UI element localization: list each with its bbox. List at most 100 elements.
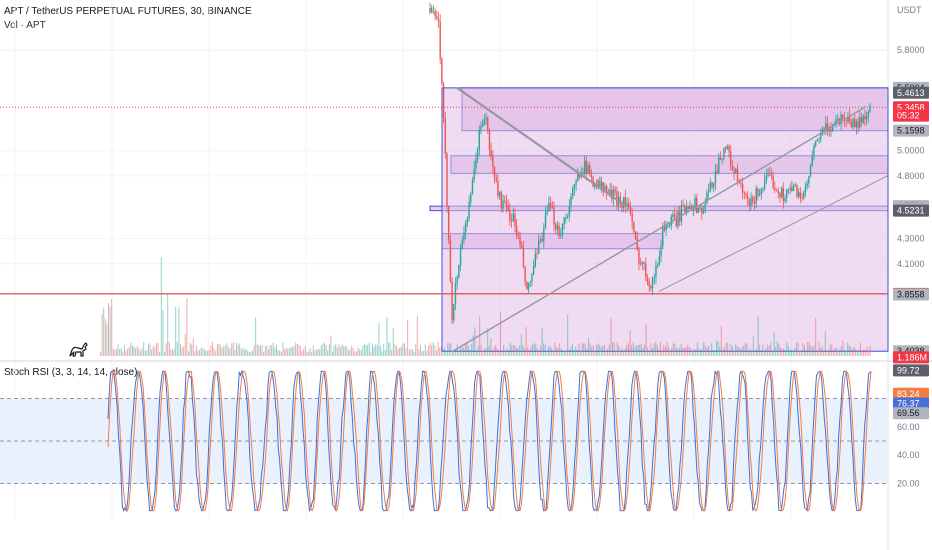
volume-bar bbox=[296, 343, 298, 356]
candle-body bbox=[813, 145, 815, 157]
candle-body bbox=[536, 253, 538, 255]
volume-bar bbox=[258, 344, 260, 356]
candle-body bbox=[864, 116, 866, 120]
candle-body bbox=[519, 236, 521, 246]
volume-bar bbox=[202, 348, 204, 356]
volume-bar bbox=[794, 347, 796, 356]
candle-body bbox=[677, 211, 679, 226]
volume-bar bbox=[860, 343, 861, 356]
volume-bar bbox=[583, 343, 585, 356]
volume-bar bbox=[311, 351, 313, 356]
volume-bar bbox=[735, 344, 737, 356]
volume-bar bbox=[380, 345, 381, 356]
candle-body bbox=[485, 117, 487, 120]
volume-bar bbox=[400, 346, 402, 356]
candle-body bbox=[609, 189, 611, 194]
volume-bar bbox=[722, 348, 724, 356]
volume-bar bbox=[852, 349, 853, 356]
candle-body bbox=[685, 206, 688, 213]
candle-body bbox=[509, 210, 511, 221]
volume-bar bbox=[316, 349, 317, 356]
volume-bar bbox=[541, 327, 543, 356]
volume-bar bbox=[205, 350, 207, 356]
volume-bar bbox=[653, 343, 655, 356]
price-tick-label: 4.3000 bbox=[897, 234, 925, 244]
candle-body bbox=[814, 141, 817, 146]
volume-bar bbox=[180, 344, 181, 356]
volume-bar bbox=[453, 349, 455, 356]
volume-bar bbox=[312, 345, 314, 356]
candle-body bbox=[512, 213, 514, 222]
volume-bar bbox=[301, 350, 303, 356]
volume-bar bbox=[450, 343, 452, 356]
candle-body bbox=[830, 129, 832, 132]
volume-bar bbox=[808, 342, 810, 356]
volume-bar bbox=[372, 343, 373, 356]
volume-bar bbox=[229, 348, 231, 356]
volume-bar bbox=[413, 351, 415, 356]
candle-body bbox=[621, 202, 623, 208]
trend-line-ascending bbox=[451, 106, 866, 353]
volume-bar bbox=[159, 351, 161, 356]
candle-body bbox=[526, 281, 528, 290]
candle-body bbox=[770, 174, 773, 177]
volume-bar bbox=[559, 343, 561, 356]
volume-bar bbox=[664, 346, 666, 356]
volume-bar bbox=[696, 342, 698, 356]
volume-bar bbox=[567, 314, 569, 356]
rsi-tick-label: 60.00 bbox=[897, 422, 920, 432]
volume-bar bbox=[538, 351, 540, 356]
candle-body bbox=[833, 123, 836, 125]
candle-body bbox=[862, 116, 864, 123]
volume-bar bbox=[832, 349, 834, 356]
volume-bar bbox=[658, 349, 660, 356]
volume-bar bbox=[335, 343, 337, 356]
candle-body bbox=[498, 192, 501, 196]
volume-bar bbox=[520, 334, 522, 356]
volume-bar bbox=[700, 349, 701, 356]
candle-body bbox=[497, 180, 499, 196]
candle-body bbox=[694, 197, 696, 210]
volume-bar bbox=[365, 345, 367, 356]
candle-body bbox=[848, 115, 851, 123]
candle-body bbox=[527, 282, 530, 290]
candle-body bbox=[442, 83, 445, 119]
volume-bar bbox=[791, 349, 793, 356]
candle-body bbox=[675, 217, 678, 226]
volume-bar bbox=[829, 344, 831, 356]
volume-bar bbox=[524, 347, 525, 356]
volume-bar bbox=[612, 342, 613, 356]
volume-bar bbox=[740, 349, 741, 356]
volume-bar bbox=[396, 345, 397, 356]
volume-bar bbox=[652, 348, 653, 356]
candle-body bbox=[762, 188, 764, 190]
volume-bar bbox=[240, 349, 242, 356]
candle-body bbox=[831, 124, 834, 132]
volume-bar bbox=[532, 344, 533, 356]
volume-bar bbox=[309, 347, 311, 356]
candle-body bbox=[731, 165, 734, 171]
candle-body bbox=[546, 211, 548, 214]
candle-body bbox=[648, 281, 650, 287]
price-badge: 5.4613 bbox=[897, 88, 925, 98]
volume-bar bbox=[242, 348, 244, 356]
candle-body bbox=[473, 168, 475, 180]
candle-body bbox=[478, 129, 480, 150]
candle-body bbox=[532, 266, 535, 275]
volume-bar bbox=[656, 344, 658, 356]
volume-bar bbox=[840, 346, 842, 356]
volume-bar bbox=[866, 346, 868, 356]
volume-bar bbox=[684, 347, 685, 356]
volume-bar bbox=[274, 347, 276, 356]
candle-body bbox=[787, 189, 790, 191]
stoch-rsi-k-line bbox=[107, 369, 872, 513]
volume-bar bbox=[184, 334, 186, 356]
stoch-rsi-d-line bbox=[107, 370, 872, 512]
candle-body bbox=[573, 184, 576, 189]
volume-bar bbox=[514, 345, 516, 356]
volume-bar bbox=[228, 347, 229, 356]
price-axis[interactable]: 5.80005.00004.80004.30004.10005.50045.46… bbox=[893, 45, 929, 489]
candle-body bbox=[663, 225, 666, 231]
volume-bar bbox=[693, 349, 695, 356]
